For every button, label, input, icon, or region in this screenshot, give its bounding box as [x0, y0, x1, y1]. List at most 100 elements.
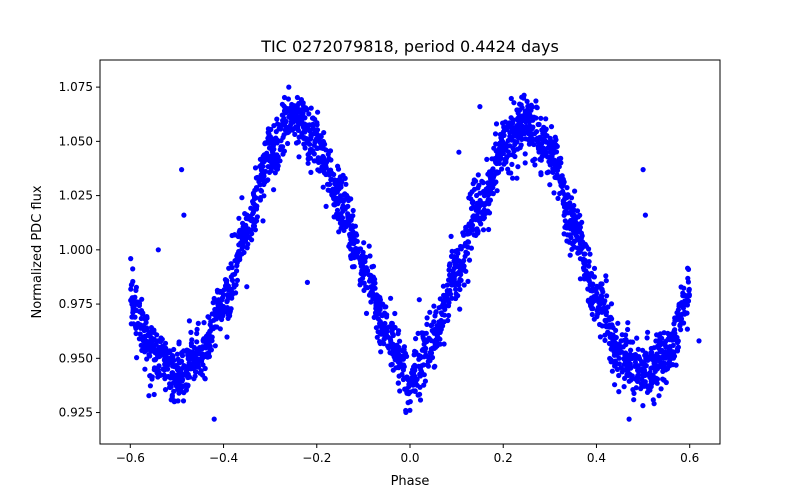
data-point	[670, 355, 677, 361]
data-point	[633, 385, 639, 391]
data-point	[597, 334, 604, 340]
outlier-point	[547, 182, 553, 188]
data-point	[298, 134, 304, 140]
data-point	[270, 149, 276, 155]
data-point	[684, 326, 691, 332]
data-point	[129, 314, 135, 320]
data-point	[384, 328, 390, 334]
data-point	[308, 169, 314, 175]
data-point	[361, 240, 367, 246]
data-point	[477, 215, 483, 221]
data-point	[171, 388, 177, 394]
data-point	[345, 194, 351, 200]
data-point	[323, 171, 329, 178]
data-point	[577, 212, 583, 218]
data-point	[686, 292, 692, 298]
data-point	[582, 251, 588, 257]
outlier-point	[640, 167, 646, 173]
data-point	[254, 203, 260, 210]
data-point	[181, 348, 187, 354]
data-point	[138, 308, 145, 314]
data-point	[252, 165, 259, 171]
data-point	[188, 340, 194, 346]
data-point	[428, 323, 434, 329]
data-point	[199, 351, 205, 357]
data-point	[588, 282, 594, 288]
data-point	[609, 322, 615, 328]
data-point	[374, 292, 380, 298]
data-point	[492, 131, 499, 137]
data-point	[280, 144, 286, 150]
data-point	[218, 307, 224, 313]
data-point	[280, 117, 286, 124]
data-point	[281, 132, 287, 138]
data-point	[433, 344, 439, 350]
data-point	[219, 316, 225, 323]
data-point	[466, 257, 473, 263]
data-point	[369, 285, 375, 291]
data-point	[602, 337, 608, 343]
x-tick-label: −0.4	[209, 451, 238, 465]
data-point	[425, 363, 431, 369]
data-point	[591, 316, 597, 322]
data-point	[323, 165, 329, 171]
data-point	[603, 318, 609, 324]
data-point	[676, 303, 682, 309]
data-point	[647, 375, 654, 381]
x-axis-ticks: −0.6 −0.4 −0.2 0.0 0.2 0.4 0.6	[116, 444, 699, 465]
data-point	[580, 239, 586, 245]
data-point	[527, 136, 533, 142]
data-point	[128, 321, 134, 327]
y-tick-label: 0.925	[59, 406, 93, 420]
data-point	[357, 257, 363, 263]
data-point	[441, 312, 447, 318]
data-point	[499, 166, 505, 172]
data-point	[400, 367, 406, 373]
data-point	[589, 301, 595, 307]
data-point	[548, 124, 555, 130]
x-tick-label: 0.4	[587, 451, 606, 465]
data-point	[531, 141, 537, 148]
data-point	[421, 382, 427, 388]
y-tick-label: 0.975	[59, 297, 93, 311]
data-point	[192, 373, 198, 379]
data-point	[427, 349, 433, 356]
data-point	[466, 195, 472, 201]
data-point	[510, 145, 516, 151]
data-point	[266, 132, 272, 138]
data-point	[278, 138, 284, 144]
data-point	[277, 126, 284, 132]
data-point	[526, 141, 533, 147]
data-point	[526, 131, 532, 137]
data-point	[441, 341, 447, 347]
data-point	[379, 313, 385, 319]
data-point	[351, 264, 357, 270]
data-point	[453, 286, 459, 292]
data-point	[494, 188, 500, 194]
data-point	[239, 236, 245, 242]
data-point	[582, 257, 588, 264]
outlier-point	[323, 203, 329, 209]
data-point	[292, 131, 298, 137]
data-point	[544, 154, 551, 160]
data-point	[498, 147, 504, 153]
data-point	[442, 303, 448, 309]
data-point	[417, 397, 424, 403]
data-point	[133, 325, 139, 331]
data-point	[641, 367, 648, 374]
data-point	[669, 337, 675, 343]
data-point	[384, 314, 390, 320]
data-point	[536, 121, 542, 128]
data-point	[242, 224, 248, 230]
data-point	[643, 363, 649, 369]
data-point	[173, 383, 179, 389]
data-point	[444, 288, 451, 294]
data-point	[424, 315, 430, 321]
data-point	[469, 200, 475, 206]
data-point	[188, 329, 194, 335]
data-point	[319, 164, 325, 170]
data-point	[302, 115, 308, 121]
data-point	[658, 386, 664, 392]
data-point	[261, 193, 267, 199]
data-point	[577, 276, 584, 282]
